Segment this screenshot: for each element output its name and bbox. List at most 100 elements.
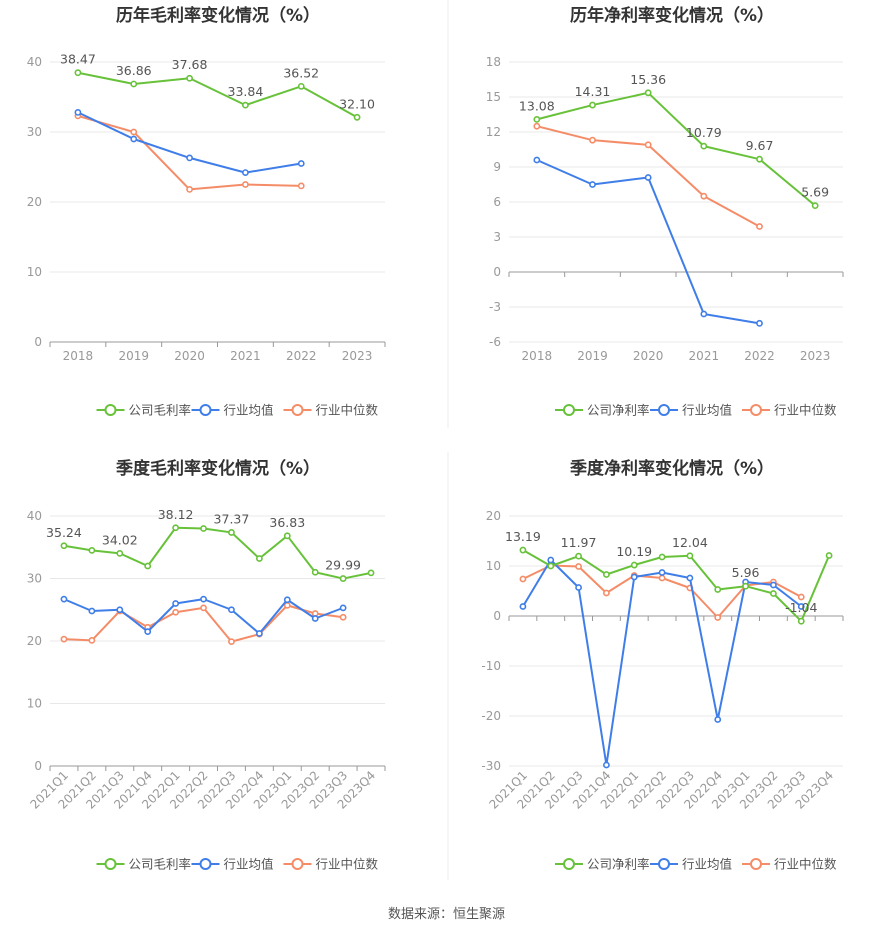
chart-title: 历年毛利率变化情况（%） xyxy=(116,5,320,26)
y-tick-label: -6 xyxy=(489,335,501,349)
legend-marker-icon xyxy=(563,404,575,416)
data-source-note: 数据来源：恒生聚源 xyxy=(387,907,505,922)
series-line-avg xyxy=(63,598,344,635)
data-point-company xyxy=(575,552,582,560)
data-point-avg xyxy=(186,154,193,162)
y-tick-label: 0 xyxy=(493,265,501,279)
data-point-avg xyxy=(686,574,694,582)
chart-title: 季度净利率变化情况（%） xyxy=(570,458,774,479)
legend-label: 公司净利率 xyxy=(587,857,650,872)
data-point-company xyxy=(742,582,749,590)
y-tick-label: 10 xyxy=(27,697,42,711)
data-point-company xyxy=(339,575,347,582)
data-label: 29.99 xyxy=(325,558,361,573)
data-point-company xyxy=(714,586,722,593)
data-point-avg xyxy=(200,595,207,603)
y-tick-label: 20 xyxy=(27,195,42,209)
data-point-company xyxy=(533,116,541,123)
legend-marker-icon xyxy=(658,404,670,416)
legend-marker-icon xyxy=(563,858,575,870)
data-point-company xyxy=(116,549,124,557)
data-point-company xyxy=(756,155,763,163)
data-point-company xyxy=(825,552,833,559)
data-point-median xyxy=(700,192,708,200)
legend-label: 行业均值 xyxy=(682,857,732,872)
data-point-company xyxy=(283,532,291,540)
data-label: 13.08 xyxy=(519,98,555,113)
data-point-company xyxy=(353,113,361,121)
legend-marker-icon xyxy=(750,404,762,416)
series-line-company xyxy=(63,526,372,580)
data-point-avg xyxy=(770,581,777,589)
data-point-avg xyxy=(255,630,263,637)
legend-item-median[interactable]: 行业中位数 xyxy=(742,403,837,418)
data-label: 9.67 xyxy=(746,138,774,153)
data-point-median xyxy=(200,604,207,612)
y-tick-label: -3 xyxy=(489,300,501,314)
data-point-avg xyxy=(603,761,610,769)
data-point-company xyxy=(547,562,555,570)
legend-item-median[interactable]: 行业中位数 xyxy=(283,403,379,418)
legend-marker-icon xyxy=(199,404,212,416)
data-point-company xyxy=(255,555,263,562)
x-tick-label: 2023 xyxy=(800,349,831,363)
legend-item-company[interactable]: 公司净利率 xyxy=(555,857,650,872)
data-point-avg xyxy=(339,604,347,612)
data-point-company xyxy=(770,590,777,597)
legend-label: 行业均值 xyxy=(682,403,732,418)
y-tick-label: 15 xyxy=(486,90,501,104)
data-point-company xyxy=(297,82,305,90)
legend-item-avg[interactable]: 行业均值 xyxy=(191,403,274,418)
y-tick-label: 9 xyxy=(493,160,501,174)
y-tick-label: 0 xyxy=(493,609,501,623)
legend-label: 行业均值 xyxy=(224,857,274,872)
data-point-company xyxy=(630,561,638,569)
data-point-median xyxy=(714,614,722,621)
series-line-avg xyxy=(536,159,760,325)
legend-item-company[interactable]: 公司净利率 xyxy=(555,403,650,418)
y-tick-label: 10 xyxy=(27,265,42,279)
data-point-median xyxy=(339,613,347,621)
legend-marker-icon xyxy=(199,858,212,870)
data-point-company xyxy=(144,562,152,570)
legend-item-avg[interactable]: 行业均值 xyxy=(650,857,732,872)
data-point-company xyxy=(60,542,68,550)
data-point-company xyxy=(172,524,180,532)
data-point-median xyxy=(297,182,305,190)
data-point-median xyxy=(130,128,138,136)
data-point-company xyxy=(797,617,805,625)
legend-item-avg[interactable]: 行业均值 xyxy=(650,403,732,418)
data-point-median xyxy=(658,574,666,582)
chart-title: 历年净利率变化情况（%） xyxy=(570,5,774,26)
data-point-company xyxy=(186,74,193,82)
data-label: 36.86 xyxy=(116,63,152,78)
data-point-avg xyxy=(756,319,763,327)
legend-item-avg[interactable]: 行业均值 xyxy=(191,857,274,872)
legend-item-company[interactable]: 公司毛利率 xyxy=(96,403,192,418)
legend-item-company[interactable]: 公司毛利率 xyxy=(96,857,192,872)
data-point-median xyxy=(756,223,763,230)
y-tick-label: -30 xyxy=(481,759,501,773)
data-point-company xyxy=(130,80,138,88)
y-tick-label: 12 xyxy=(486,125,501,139)
data-label: 13.19 xyxy=(505,529,541,544)
x-tick-label: 2020 xyxy=(174,349,205,363)
data-point-avg xyxy=(242,169,249,176)
data-point-avg xyxy=(547,556,555,564)
data-point-median xyxy=(533,122,541,130)
x-tick-label: 2018 xyxy=(522,349,553,363)
data-label: 5.69 xyxy=(801,185,829,200)
legend-marker-icon xyxy=(104,404,117,416)
data-point-avg xyxy=(283,596,291,604)
data-point-avg xyxy=(714,716,722,723)
x-tick-label: 2022 xyxy=(286,349,317,363)
data-point-median xyxy=(589,136,596,144)
legend-item-median[interactable]: 行业中位数 xyxy=(742,857,837,872)
legend-label: 行业均值 xyxy=(224,403,274,418)
data-point-avg xyxy=(172,600,180,607)
data-label: 11.97 xyxy=(561,535,597,550)
legend-item-median[interactable]: 行业中位数 xyxy=(283,857,379,872)
data-label: 36.52 xyxy=(283,65,319,80)
series-line-company xyxy=(522,549,831,623)
chart-quarter-net: 季度净利率变化情况（%）-30-20-10010202021Q12021Q220… xyxy=(481,458,844,872)
